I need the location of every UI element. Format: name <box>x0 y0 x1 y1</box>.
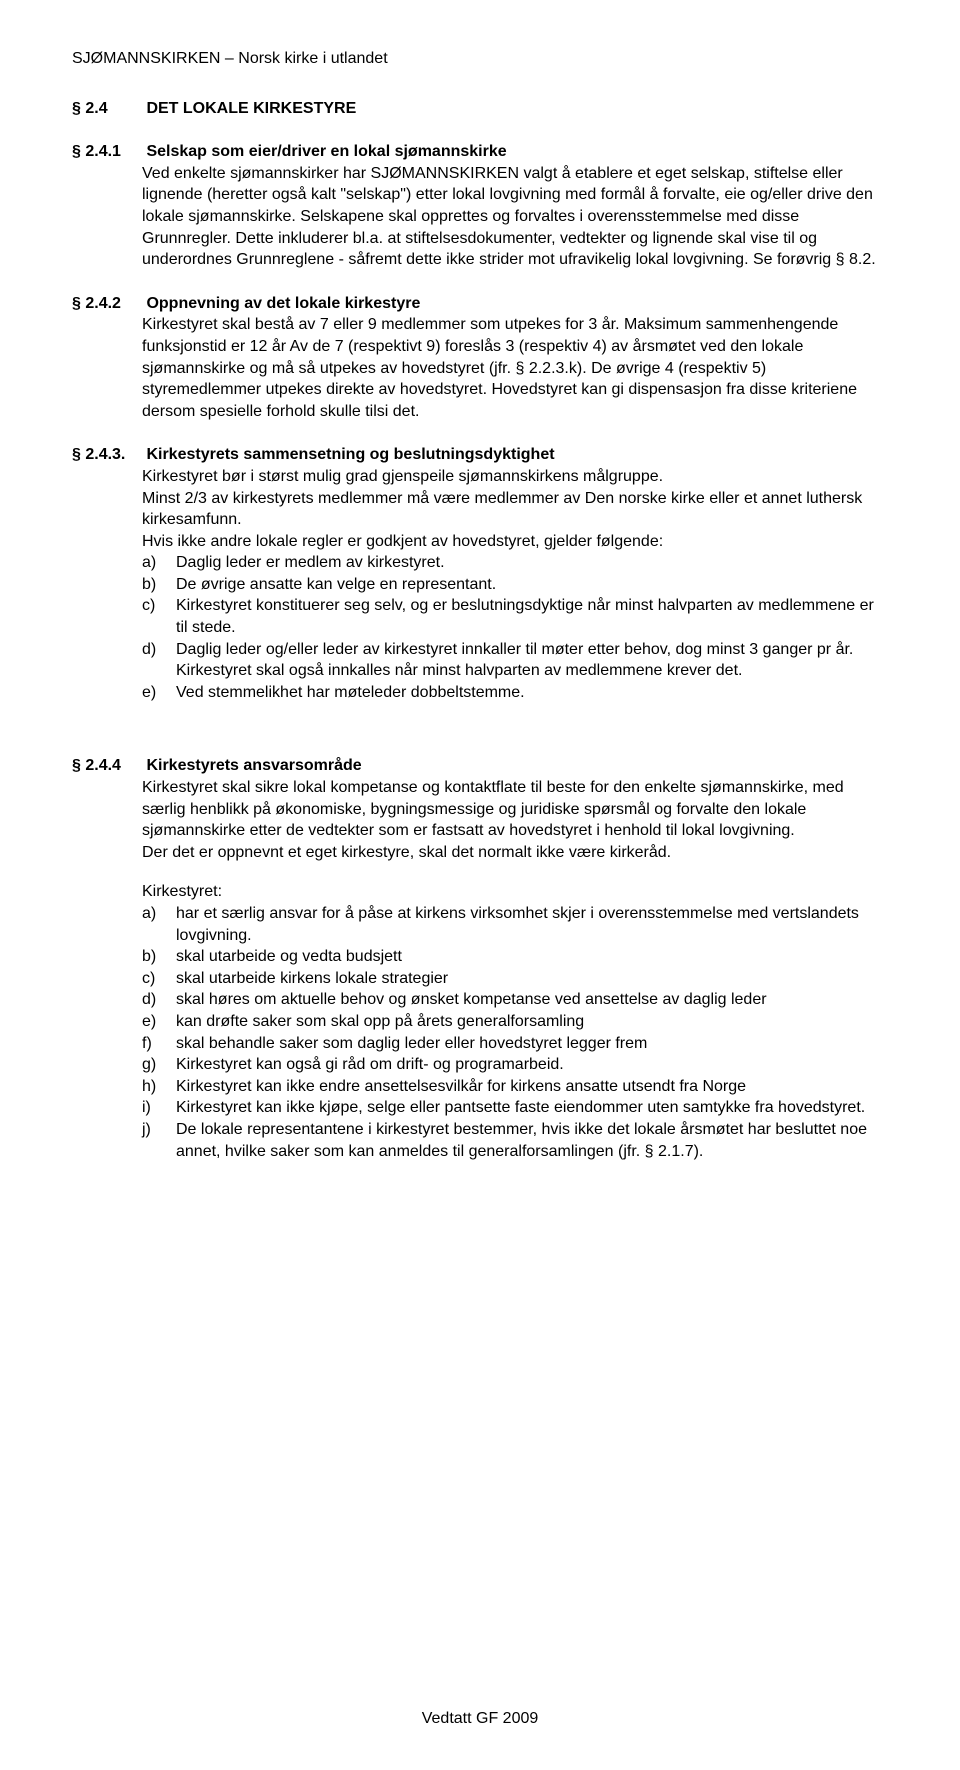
section-2-4-2: § 2.4.2 Oppnevning av det lokale kirkest… <box>72 293 888 423</box>
section-number: § 2.4.2 <box>72 293 142 315</box>
section-number: § 2.4.3. <box>72 444 142 466</box>
list-item: b) De øvrige ansatte kan velge en repres… <box>142 574 888 596</box>
list-item: d) Daglig leder og/eller leder av kirkes… <box>142 639 888 682</box>
list-marker: d) <box>142 639 176 682</box>
list-marker: e) <box>142 682 176 704</box>
list-marker: g) <box>142 1054 176 1076</box>
list-marker: a) <box>142 552 176 574</box>
list-marker: d) <box>142 989 176 1011</box>
ordered-list: a) Daglig leder er medlem av kirkestyret… <box>142 552 888 703</box>
list-item: b) skal utarbeide og vedta budsjett <box>142 946 888 968</box>
list-item: g) Kirkestyret kan også gi råd om drift-… <box>142 1054 888 1076</box>
list-text: Kirkestyret kan også gi råd om drift- og… <box>176 1054 888 1076</box>
list-item: i) Kirkestyret kan ikke kjøpe, selge ell… <box>142 1097 888 1119</box>
list-marker: c) <box>142 968 176 990</box>
page-header: SJØMANNSKIRKEN – Norsk kirke i utlandet <box>72 48 888 70</box>
list-marker: i) <box>142 1097 176 1119</box>
list-item: j) De lokale representantene i kirkestyr… <box>142 1119 888 1162</box>
page-footer: Vedtatt GF 2009 <box>0 1708 960 1730</box>
list-marker: j) <box>142 1119 176 1162</box>
ordered-list: a) har et særlig ansvar for å påse at ki… <box>142 903 888 1162</box>
list-marker: b) <box>142 574 176 596</box>
section-2-4-1: § 2.4.1 Selskap som eier/driver en lokal… <box>72 141 888 271</box>
section-body: Kirkestyret skal bestå av 7 eller 9 medl… <box>142 314 888 422</box>
section-body: Ved enkelte sjømannskirker har SJØMANNSK… <box>142 163 888 271</box>
list-item: a) Daglig leder er medlem av kirkestyret… <box>142 552 888 574</box>
section-body: Kirkestyret skal sikre lokal kompetanse … <box>142 777 888 842</box>
list-marker: a) <box>142 903 176 946</box>
section-number: § 2.4.4 <box>72 755 142 777</box>
list-marker: e) <box>142 1011 176 1033</box>
section-2-4-4: § 2.4.4 Kirkestyrets ansvarsområde Kirke… <box>72 755 888 1162</box>
list-text: Daglig leder er medlem av kirkestyret. <box>176 552 888 574</box>
section-body-line: Kirkestyret bør i størst mulig grad gjen… <box>142 466 888 488</box>
list-text: skal høres om aktuelle behov og ønsket k… <box>176 989 888 1011</box>
document-page: SJØMANNSKIRKEN – Norsk kirke i utlandet … <box>0 0 960 1770</box>
section-title: DET LOKALE KIRKESTYRE <box>146 100 356 117</box>
list-item: c) skal utarbeide kirkens lokale strateg… <box>142 968 888 990</box>
list-intro: Kirkestyret: <box>142 881 888 903</box>
list-text: har et særlig ansvar for å påse at kirke… <box>176 903 888 946</box>
section-title: Kirkestyrets ansvarsområde <box>146 757 361 774</box>
spacer <box>72 863 888 881</box>
list-text: Kirkestyret konstituerer seg selv, og er… <box>176 595 888 638</box>
list-text: kan drøfte saker som skal opp på årets g… <box>176 1011 888 1033</box>
list-marker: b) <box>142 946 176 968</box>
list-text: skal behandle saker som daglig leder ell… <box>176 1033 888 1055</box>
section-number: § 2.4.1 <box>72 141 142 163</box>
list-text: Kirkestyret kan ikke kjøpe, selge eller … <box>176 1097 888 1119</box>
list-item: f) skal behandle saker som daglig leder … <box>142 1033 888 1055</box>
section-2-4-3: § 2.4.3. Kirkestyrets sammensetning og b… <box>72 444 888 703</box>
section-title: Oppnevning av det lokale kirkestyre <box>146 295 420 312</box>
list-text: skal utarbeide kirkens lokale strategier <box>176 968 888 990</box>
spacer <box>72 725 888 755</box>
list-text: De øvrige ansatte kan velge en represent… <box>176 574 888 596</box>
list-item: a) har et særlig ansvar for å påse at ki… <box>142 903 888 946</box>
list-text: De lokale representantene i kirkestyret … <box>176 1119 888 1162</box>
section-2-4: § 2.4 DET LOKALE KIRKESTYRE <box>72 98 888 120</box>
list-item: h) Kirkestyret kan ikke endre ansettelse… <box>142 1076 888 1098</box>
section-body: Der det er oppnevnt et eget kirkestyre, … <box>142 842 888 864</box>
list-item: e) Ved stemmelikhet har møteleder dobbel… <box>142 682 888 704</box>
list-text: Ved stemmelikhet har møteleder dobbeltst… <box>176 682 888 704</box>
section-body-line: Minst 2/3 av kirkestyrets medlemmer må v… <box>142 488 888 531</box>
section-title: Kirkestyrets sammensetning og beslutning… <box>146 446 554 463</box>
list-marker: c) <box>142 595 176 638</box>
list-text: skal utarbeide og vedta budsjett <box>176 946 888 968</box>
section-body-line: Hvis ikke andre lokale regler er godkjen… <box>142 531 888 553</box>
list-item: e) kan drøfte saker som skal opp på året… <box>142 1011 888 1033</box>
list-item: d) skal høres om aktuelle behov og ønske… <box>142 989 888 1011</box>
list-item: c) Kirkestyret konstituerer seg selv, og… <box>142 595 888 638</box>
list-marker: h) <box>142 1076 176 1098</box>
list-text: Daglig leder og/eller leder av kirkestyr… <box>176 639 888 682</box>
list-text: Kirkestyret kan ikke endre ansettelsesvi… <box>176 1076 888 1098</box>
section-number: § 2.4 <box>72 98 142 120</box>
section-title: Selskap som eier/driver en lokal sjømann… <box>146 143 506 160</box>
list-marker: f) <box>142 1033 176 1055</box>
